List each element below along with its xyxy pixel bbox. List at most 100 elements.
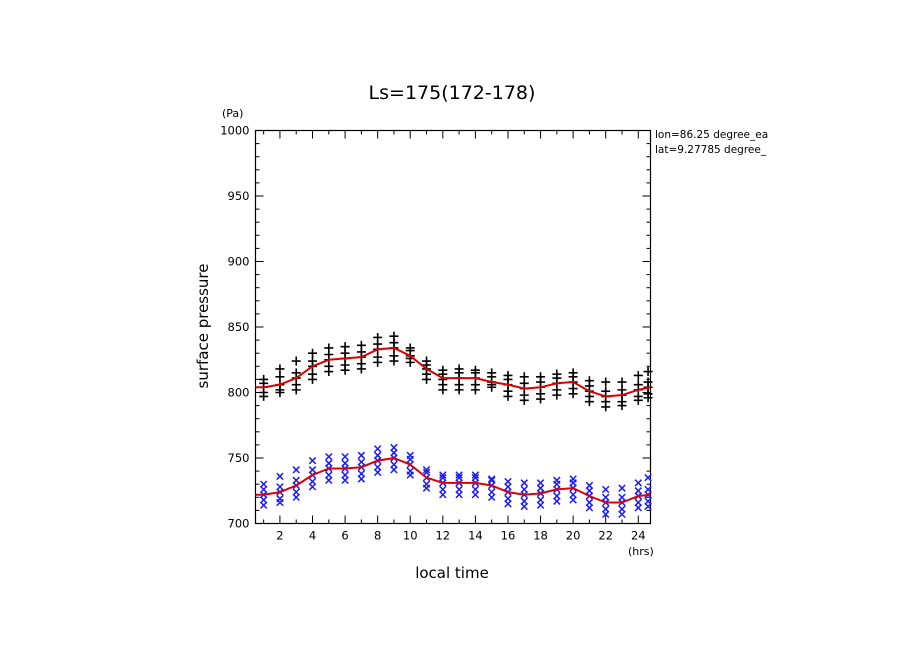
x-marker-point <box>406 451 414 460</box>
plus-marker-point <box>536 372 546 382</box>
x-marker-point <box>325 459 333 467</box>
x-marker-point <box>634 479 643 487</box>
x-marker-point <box>569 496 577 504</box>
x-marker-point <box>259 480 268 488</box>
x-marker-point <box>390 466 398 474</box>
location-annotation-lon: lon=86.25 degree_ea <box>655 129 768 141</box>
plus-marker-point <box>275 364 285 374</box>
plus-marker-point <box>291 385 301 395</box>
plus-marker-point <box>617 377 627 387</box>
plus-marker-point <box>633 395 643 405</box>
x-marker-point <box>455 471 463 479</box>
x-marker-point <box>455 473 463 482</box>
plus-marker-point <box>308 348 318 358</box>
x-marker-point <box>439 471 447 479</box>
x-marker-point <box>520 479 528 487</box>
x-marker-point <box>455 490 463 499</box>
fit-line-series-2 <box>255 347 651 398</box>
x-marker-point <box>439 473 447 482</box>
x-marker-point <box>644 485 652 494</box>
plus-marker-point <box>291 368 301 378</box>
chart-title: Ls=175(172-178) <box>369 82 536 104</box>
x-marker-point <box>471 471 480 479</box>
plus-marker-point <box>422 374 432 384</box>
x-marker-point <box>618 510 626 519</box>
x-marker-point <box>618 493 626 502</box>
x-tick-label: 18 <box>533 529 548 543</box>
plus-marker-point <box>633 380 643 390</box>
plus-marker-point <box>454 364 464 374</box>
plus-marker-point <box>259 391 269 401</box>
x-marker-point <box>341 476 349 485</box>
plus-marker-point <box>373 332 383 342</box>
x-marker-point <box>325 476 333 485</box>
x-marker-point <box>536 479 545 487</box>
plus-marker-point <box>356 364 366 374</box>
x-tick-label: 6 <box>341 529 348 543</box>
x-marker-point <box>601 493 610 502</box>
fit-line-series-3 <box>255 457 651 504</box>
x-marker-point <box>308 483 317 491</box>
x-marker-point <box>357 451 366 460</box>
plus-marker-point <box>438 365 448 375</box>
location-annotation-lat: lat=9.27785 degree_ <box>655 144 767 156</box>
x-marker-point <box>292 476 300 485</box>
y-tick-label: 850 <box>228 320 250 334</box>
plus-marker-point <box>568 368 578 378</box>
plus-marker-point <box>275 372 285 382</box>
x-tick-label: 24 <box>631 529 646 543</box>
y-axis-title: surface pressure <box>194 264 212 389</box>
plus-marker-point <box>438 385 448 395</box>
plus-marker-point <box>454 385 464 395</box>
plus-marker-point <box>405 343 415 353</box>
x-marker-point <box>292 493 300 502</box>
x-marker-point <box>406 471 414 479</box>
x-tick-label: 16 <box>501 529 516 543</box>
plus-marker-point <box>324 367 334 377</box>
x-marker-point <box>276 472 284 481</box>
plus-marker-point <box>552 390 562 400</box>
x-marker-point <box>553 497 561 505</box>
x-marker-point <box>439 490 447 499</box>
y-tick-label: 700 <box>228 517 250 531</box>
x-marker-point <box>422 468 431 477</box>
plus-marker-point <box>470 385 480 395</box>
x-marker-point <box>504 500 512 508</box>
plot-frame <box>254 129 652 525</box>
x-marker-point <box>520 485 528 494</box>
y-tick-label: 750 <box>228 451 250 465</box>
x-tick-label: 8 <box>374 529 381 543</box>
x-marker-point <box>357 475 366 483</box>
x-marker-point <box>536 501 545 509</box>
plus-marker-point <box>389 331 399 341</box>
plus-marker-point <box>308 356 318 366</box>
y-tick-label: 1000 <box>220 124 249 138</box>
plus-marker-point <box>584 376 594 386</box>
x-marker-point <box>553 476 561 485</box>
x-marker-point <box>373 445 382 453</box>
x-axis-unit: (hrs) <box>628 545 654 558</box>
plus-marker-point <box>643 367 653 377</box>
plus-marker-point <box>470 365 480 375</box>
x-marker-point <box>601 510 610 519</box>
x-tick-label: 2 <box>276 529 283 543</box>
plus-marker-point <box>340 365 350 375</box>
plus-marker-point <box>568 389 578 399</box>
x-marker-point <box>422 484 431 492</box>
x-marker-point <box>487 476 496 485</box>
x-marker-point <box>292 466 300 474</box>
x-marker-point <box>276 483 284 491</box>
x-marker-point <box>504 477 512 486</box>
plus-marker-point <box>552 369 562 379</box>
x-marker-point <box>259 501 268 509</box>
x-marker-point <box>569 475 577 483</box>
y-tick-label: 800 <box>228 386 250 400</box>
x-axis-title: local time <box>415 564 489 582</box>
x-marker-point <box>308 466 317 474</box>
plus-marker-point <box>617 401 627 411</box>
x-marker-point <box>585 504 594 512</box>
plus-marker-point <box>422 356 432 366</box>
y-tick-label: 900 <box>228 255 250 269</box>
x-marker-point <box>276 498 284 507</box>
plus-marker-point <box>340 342 350 352</box>
